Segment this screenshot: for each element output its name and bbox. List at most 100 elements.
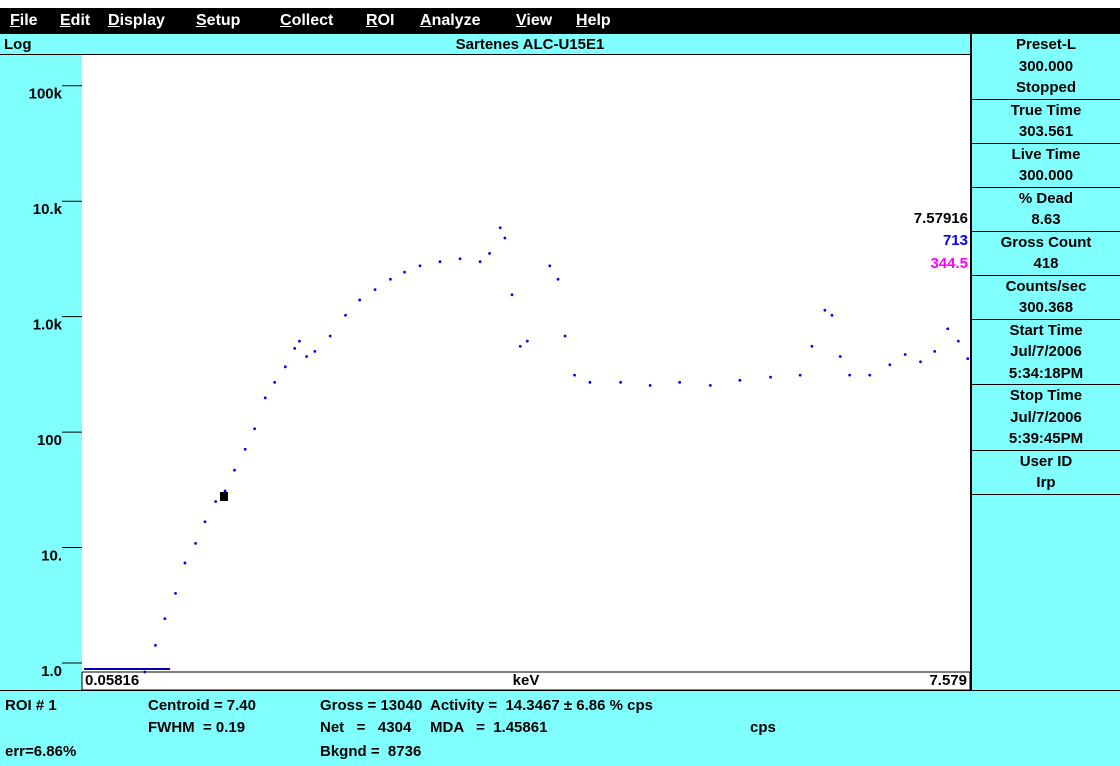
status-text: Net = 4304 <box>320 719 412 736</box>
data-point <box>838 355 842 358</box>
x-tick-label: 7.579 <box>929 672 967 689</box>
menu-item[interactable]: ROI <box>366 12 395 29</box>
readout-bg <box>900 209 970 229</box>
data-point <box>573 373 576 377</box>
panel-text: Stop Time <box>1009 387 1083 404</box>
panel-text: Start Time <box>1009 321 1083 339</box>
panel-text: 8.63 <box>1031 211 1061 228</box>
x-axis-label: keV <box>513 672 540 689</box>
data-point <box>708 383 712 387</box>
data-point <box>328 334 332 338</box>
panel-text: 418 <box>1033 255 1059 272</box>
data-point <box>388 277 392 281</box>
status-text: err=6.86% <box>5 743 77 760</box>
menu-item[interactable]: Collect <box>280 12 334 29</box>
cursor-readout: 713 <box>943 232 968 249</box>
panel-group: Live Time 300.000 <box>972 144 1120 188</box>
panel-text: True Time <box>1010 101 1082 119</box>
data-point <box>344 313 347 317</box>
status-area: ROI # 1 Centroid = 7.40 Gross = 13040 Activ… <box>0 690 1120 766</box>
menu-item[interactable]: File <box>10 12 38 29</box>
panel-text: Jul/7/2006 <box>1010 343 1082 360</box>
status-text: MDA = 1.45861 <box>430 719 548 736</box>
data-point <box>313 350 317 353</box>
panel-group: Preset-L 300.000 Stopped <box>972 34 1120 100</box>
side-panel: Preset-L 300.000 Stopped True Time 303.561 Li… <box>970 34 1120 690</box>
panel-group: Gross Count 418 <box>972 232 1120 276</box>
data-point <box>183 561 187 565</box>
panel-group: Start Time Jul/7/2006 5:34:18PM <box>972 320 1120 385</box>
data-point <box>243 447 247 451</box>
x-tick-label: 0.05816 <box>85 672 139 689</box>
data-point <box>418 264 422 268</box>
menu-item[interactable]: Display <box>108 12 165 29</box>
y-tick-label: 100k <box>29 86 63 103</box>
data-point <box>298 339 301 343</box>
data-point <box>518 344 522 348</box>
panel-text: 300.368 <box>1018 299 1074 316</box>
data-point <box>548 264 552 268</box>
menu-item[interactable]: Edit <box>60 12 91 29</box>
data-point <box>478 260 482 264</box>
data-point <box>488 252 491 255</box>
panel-text: 5:39:45PM <box>1008 430 1084 447</box>
data-point <box>293 346 297 350</box>
data-point <box>556 277 560 281</box>
data-point <box>830 313 834 317</box>
chart-title: Sartenes ALC-U15E1 <box>456 36 605 53</box>
panel-text: Jul/7/2006 <box>1010 408 1082 426</box>
panel-text: Counts/sec <box>1005 277 1087 295</box>
data-point <box>888 363 892 367</box>
cursor-readout: 344.5 <box>930 255 968 272</box>
y-tick-label: 1.0 <box>41 663 62 680</box>
panel-group: True Time 303.561 <box>972 100 1120 144</box>
data-point <box>946 327 950 331</box>
panel-text: 300.000 <box>1018 167 1074 184</box>
data-point <box>438 260 442 264</box>
panel-text: % Dead <box>1018 189 1074 207</box>
data-point <box>648 383 652 387</box>
data-point <box>143 670 147 674</box>
menu-item[interactable]: Setup <box>196 12 241 29</box>
title-bar <box>0 34 970 55</box>
panel-text: 300.000 <box>1018 57 1074 75</box>
menu-item[interactable]: Help <box>576 12 611 29</box>
data-point <box>214 500 218 503</box>
status-text: ROI # 1 <box>5 697 57 714</box>
panel-text: Gross Count <box>1000 233 1092 251</box>
data-point <box>358 298 362 302</box>
status-text: Gross = 13040 <box>320 697 423 714</box>
data-point <box>798 373 802 377</box>
data-point <box>678 380 682 384</box>
menu-item[interactable]: View <box>516 12 553 29</box>
data-point <box>273 380 277 384</box>
plot-area <box>82 55 970 690</box>
y-tick-label: 10.k <box>33 201 63 218</box>
data-point <box>174 591 177 595</box>
data-point <box>283 365 287 369</box>
data-point <box>203 520 207 524</box>
data-point <box>868 373 872 377</box>
data-point <box>263 396 267 400</box>
panel-text: Irp <box>1036 474 1056 491</box>
data-point <box>403 270 406 274</box>
data-point <box>223 489 227 493</box>
data-point <box>373 288 377 292</box>
y-tick-label: 1.0k <box>33 317 63 334</box>
data-point <box>194 541 197 545</box>
panel-text: 5:34:18PM <box>1008 364 1084 382</box>
axis-column <box>0 55 82 690</box>
menu-item[interactable]: Analyze <box>420 12 481 29</box>
y-tick-label: 100 <box>37 432 62 449</box>
data-point <box>966 357 970 361</box>
panel-text: Stopped <box>1016 79 1076 96</box>
cursor-marker <box>220 492 228 501</box>
data-point <box>233 468 236 472</box>
data-point <box>823 308 827 312</box>
data-point <box>163 617 167 621</box>
data-point <box>563 334 567 338</box>
panel-text: 303.561 <box>1018 123 1074 140</box>
data-point <box>458 257 462 261</box>
panel-group: User ID Irp <box>972 451 1120 495</box>
